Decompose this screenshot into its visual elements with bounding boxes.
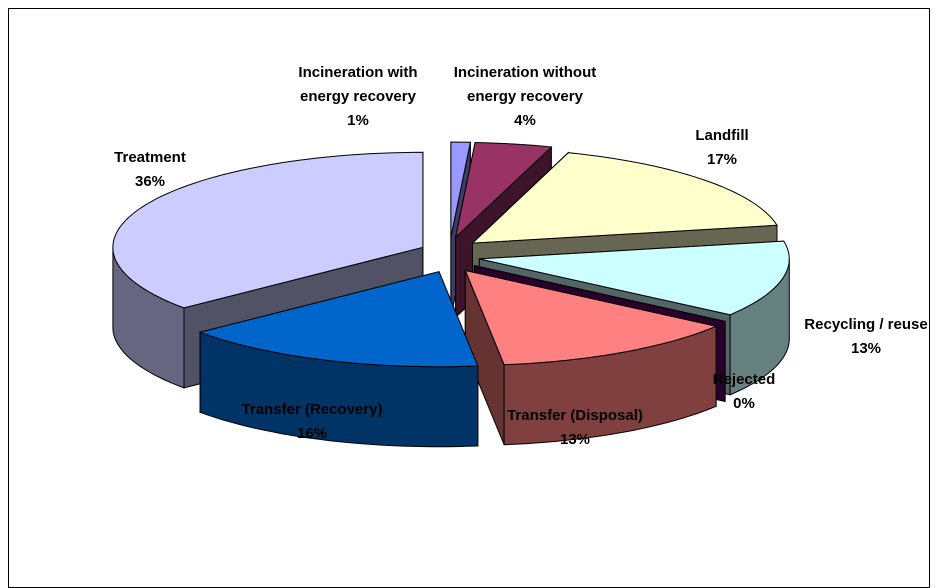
chart (112, 141, 790, 448)
data-label: Incineration without energy recovery 4% (440, 61, 610, 133)
slice-value: 13% (850, 340, 882, 357)
slice-value: 16% (296, 425, 328, 442)
slice-name: Recycling / reuse (804, 316, 928, 333)
slice-name: Transfer (Recovery) (241, 401, 383, 418)
slice-top (471, 152, 778, 244)
data-label: Incineration with energy recovery 1% (278, 61, 438, 133)
pie-slice (198, 271, 479, 448)
data-label: Treatment 36% (90, 146, 210, 194)
slice-value: 1% (347, 112, 369, 129)
slice-top (198, 271, 479, 368)
slice-value: 0% (733, 395, 755, 412)
slice-value: 36% (134, 173, 166, 190)
data-label: Transfer (Recovery) 16% (212, 398, 412, 446)
slice-name: Treatment (114, 149, 186, 166)
data-label: Rejected 0% (684, 368, 804, 416)
page: Incineration with energy recovery 1% Incin… (8, 8, 940, 588)
data-label: Recycling / reuse 13% (776, 313, 940, 361)
slice-top (479, 240, 790, 316)
slice-name: Landfill (695, 127, 749, 144)
slice-top (464, 269, 718, 366)
slice-name: Rejected (712, 371, 776, 388)
slice-top (454, 141, 553, 239)
slice-name: Incineration with energy recovery (298, 64, 418, 105)
slice-name: Incineration without energy recovery (453, 64, 597, 105)
data-label: Landfill 17% (662, 124, 782, 172)
data-label: Transfer (Disposal) 13% (475, 404, 675, 452)
slice-value: 4% (514, 112, 536, 129)
slice-value: 17% (706, 151, 738, 168)
pie-slice (464, 269, 718, 446)
slice-top (112, 151, 424, 309)
slice-value: 13% (559, 431, 591, 448)
slice-name: Transfer (Disposal) (507, 407, 643, 424)
slice-top (450, 141, 472, 238)
